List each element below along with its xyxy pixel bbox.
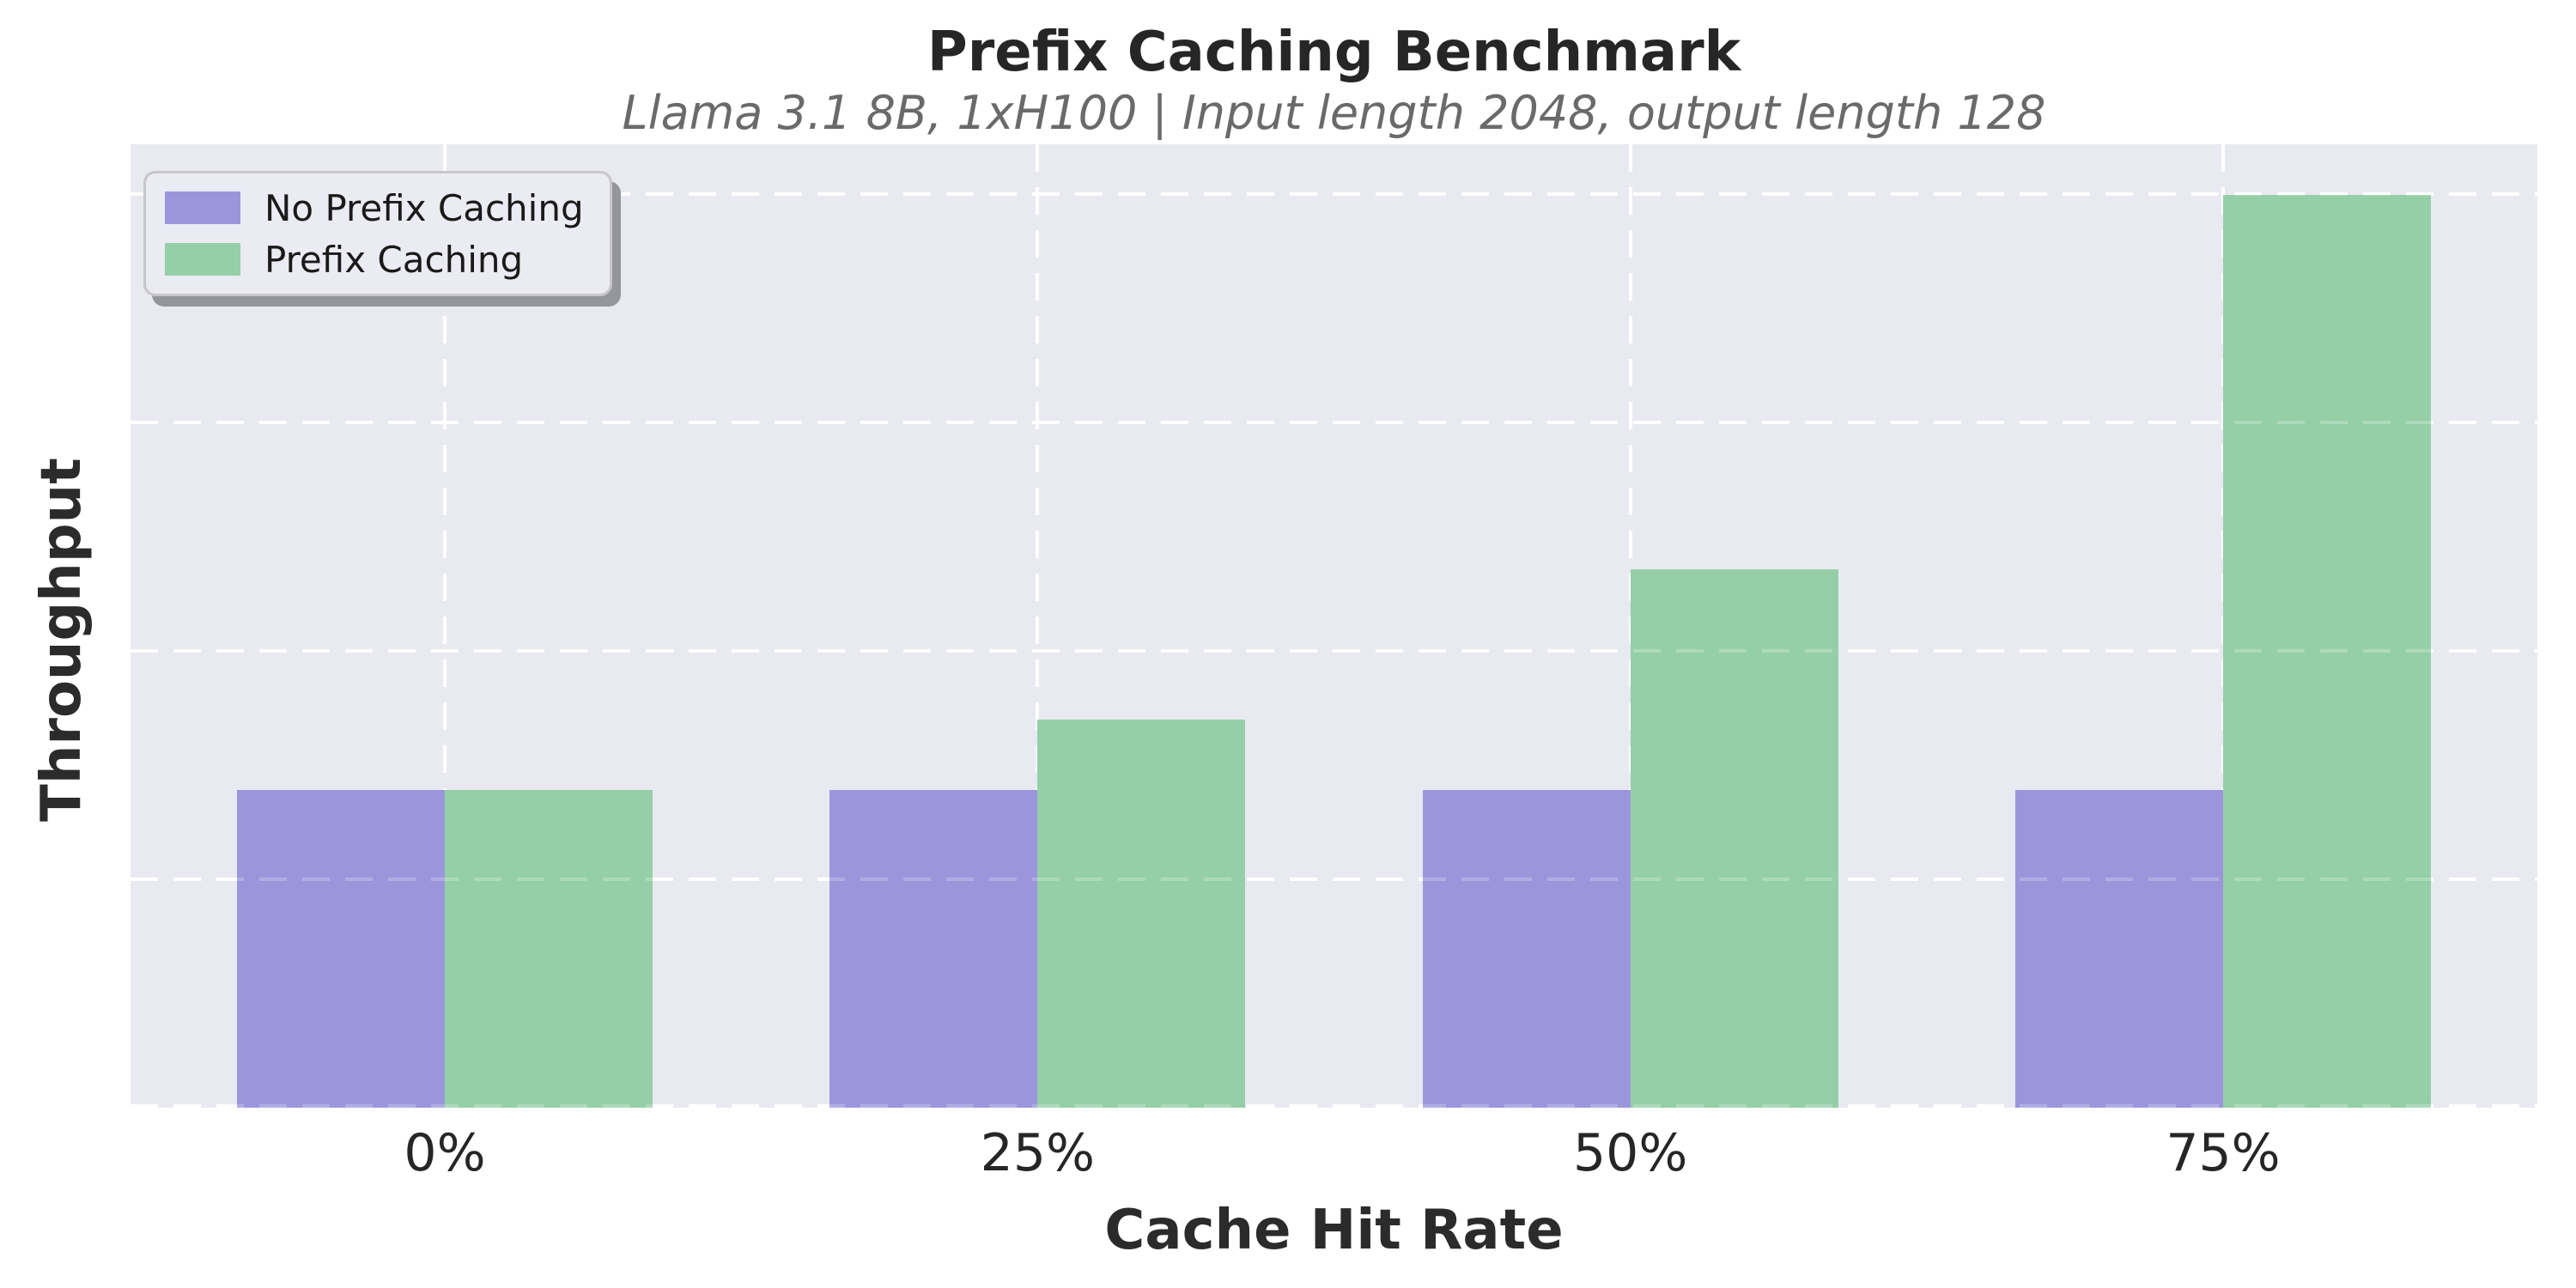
x-tick-label-75%: 75% (2166, 1123, 2281, 1183)
x-tick-label-25%: 25% (980, 1123, 1096, 1183)
x-tick-label-50%: 50% (1572, 1123, 1688, 1183)
chart-title: Prefix Caching Benchmark (927, 21, 1741, 84)
legend-label: Prefix Caching (264, 238, 524, 281)
h-gridline-y2 (131, 649, 2537, 653)
chart-subtitle: Llama 3.1 8B, 1xH100 | Input length 2048… (622, 86, 2046, 140)
bar-prefix-caching-25% (1037, 720, 1246, 1108)
legend-swatch-prefix-caching (165, 243, 240, 276)
h-gridline-y1 (131, 878, 2537, 882)
plot-area: No Prefix Caching Prefix Caching (131, 144, 2537, 1108)
legend-swatch-no-prefix-caching (165, 191, 240, 224)
legend: No Prefix Caching Prefix Caching (143, 171, 612, 296)
v-gridline-0% (443, 144, 447, 1108)
bar-no-prefix-caching-0% (237, 790, 445, 1108)
bar-no-prefix-caching-75% (2015, 790, 2223, 1108)
x-tick-label-0%: 0% (404, 1123, 486, 1183)
h-gridline-y0 (131, 1104, 2537, 1108)
bar-prefix-caching-50% (1630, 568, 1838, 1108)
legend-item-no-prefix-caching: No Prefix Caching (165, 185, 584, 230)
y-axis-label: Throughput (30, 458, 94, 822)
v-gridline-25% (1036, 144, 1040, 1108)
bar-prefix-caching-0% (445, 790, 653, 1108)
bar-no-prefix-caching-25% (829, 790, 1038, 1108)
bar-prefix-caching-75% (2223, 194, 2431, 1108)
x-axis-label: Cache Hit Rate (1104, 1199, 1564, 1262)
h-gridline-y4 (131, 192, 2537, 197)
bar-no-prefix-caching-50% (1422, 790, 1631, 1108)
legend-label: No Prefix Caching (264, 186, 584, 229)
h-gridline-y3 (131, 421, 2537, 425)
legend-item-prefix-caching: Prefix Caching (165, 237, 584, 282)
